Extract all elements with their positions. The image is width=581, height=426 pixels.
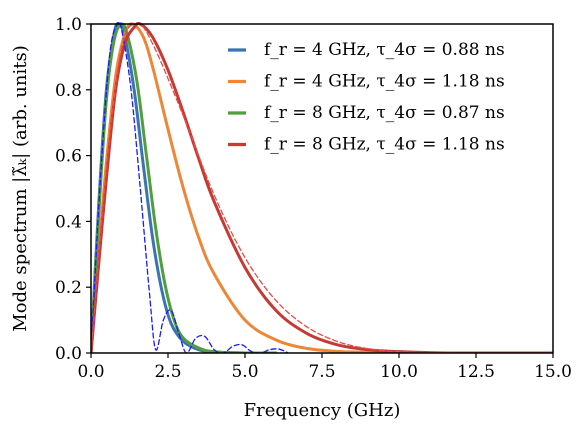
legend-label-2: f_r = 8 GHz, τ_4σ = 0.87 ns [264, 103, 505, 123]
legend: f_r = 4 GHz, τ_4σ = 0.88 ns f_r = 4 GHz, … [228, 40, 505, 155]
y-tick-label: 1.0 [55, 15, 82, 35]
x-tick-label: 2.5 [154, 362, 181, 382]
y-tick-label: 0.8 [55, 81, 82, 101]
y-axis-label: Mode spectrum |λ̃ₖ| (arb. units) [10, 45, 31, 331]
x-tick-label: 10.0 [380, 362, 418, 382]
series-line-2 [91, 22, 278, 353]
x-tick-label: 15.0 [534, 362, 572, 382]
x-tick-label: 5.0 [231, 362, 258, 382]
x-axis-label: Frequency (GHz) [244, 400, 401, 421]
y-tick-label: 0.0 [55, 344, 82, 364]
legend-label-1: f_r = 4 GHz, τ_4σ = 1.18 ns [264, 72, 505, 92]
fit-curve-dashed-5 [91, 23, 462, 353]
legend-label-3: f_r = 8 GHz, τ_4σ = 1.18 ns [264, 135, 505, 155]
ticks-layer: 0.0 2.5 5.0 7.5 10.0 12.5 15.0 0.0 0.2 0.4 0.6 0.8 1… [55, 15, 572, 382]
fit-curve-dashed-4 [91, 22, 289, 353]
legend-label-0: f_r = 4 GHz, τ_4σ = 0.88 ns [264, 40, 505, 60]
y-tick-label: 0.4 [55, 212, 82, 232]
y-tick-label: 0.6 [55, 147, 82, 167]
x-tick-label: 12.5 [457, 362, 495, 382]
x-tick-label: 7.5 [308, 362, 335, 382]
y-tick-label: 0.2 [55, 278, 82, 298]
x-tick-label: 0.0 [77, 362, 104, 382]
